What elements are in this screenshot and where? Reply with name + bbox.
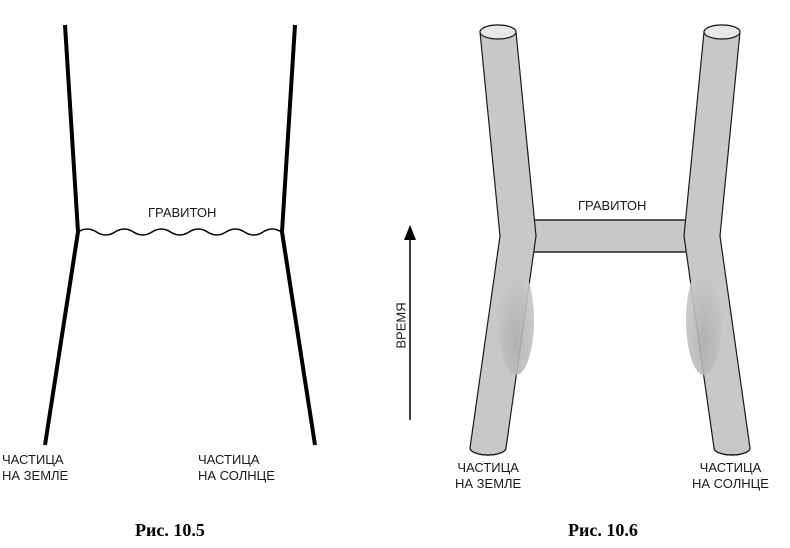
- particle-sun-line2-r: НА СОЛНЦЕ: [692, 476, 769, 491]
- string-diagram: [0, 0, 790, 548]
- particle-earth-line1-r: ЧАСТИЦА: [457, 460, 519, 475]
- graviton-bridge-tube: [528, 220, 692, 252]
- right-tube-top-ellipse: [704, 25, 740, 39]
- left-tube-top-ellipse: [480, 25, 516, 39]
- particle-earth-line2-r: НА ЗЕМЛЕ: [455, 476, 521, 491]
- particle-sun-line1-r: ЧАСТИЦА: [700, 460, 762, 475]
- right-tube: [684, 25, 750, 455]
- particle-sun-label-right: ЧАСТИЦА НА СОЛНЦЕ: [692, 460, 769, 493]
- graviton-label-right: ГРАВИТОН: [578, 198, 646, 213]
- left-tube: [470, 25, 536, 455]
- particle-earth-label-right: ЧАСТИЦА НА ЗЕМЛЕ: [455, 460, 521, 493]
- caption-right: Рис. 10.6: [568, 520, 638, 541]
